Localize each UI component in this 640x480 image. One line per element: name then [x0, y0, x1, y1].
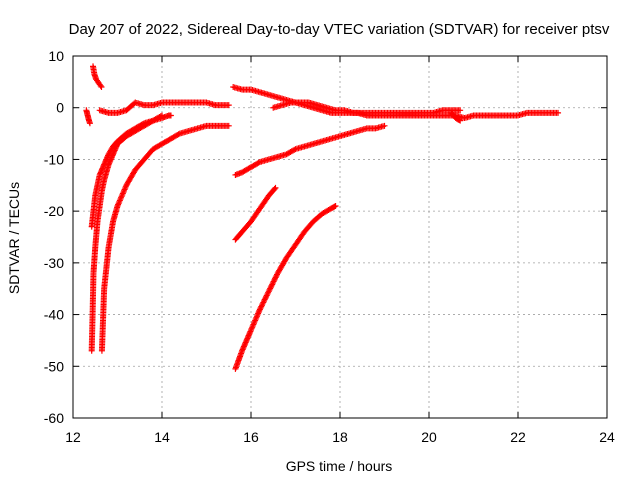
data-point	[262, 295, 269, 302]
series-arc-c	[88, 112, 174, 354]
data-point	[270, 278, 277, 285]
data-point	[257, 305, 264, 312]
data-point	[457, 107, 464, 114]
data-point	[267, 284, 274, 291]
series-arc-a	[90, 63, 105, 91]
series-arc-k	[232, 184, 279, 243]
series-arc-j	[232, 122, 388, 178]
data-point	[291, 146, 298, 153]
data-point	[457, 117, 464, 124]
x-tick-label: 16	[243, 429, 259, 445]
x-tick-label: 14	[154, 429, 170, 445]
data-point	[86, 120, 93, 127]
data-point	[271, 185, 278, 192]
data-point	[261, 298, 268, 305]
data-point	[167, 112, 174, 119]
y-tick-label: -20	[44, 203, 64, 219]
series-arc-l	[232, 202, 339, 372]
data-point	[264, 291, 271, 298]
series-arc-i	[448, 109, 464, 124]
data-point	[157, 113, 164, 120]
data-point	[268, 282, 275, 289]
data-point	[331, 203, 338, 210]
data-point	[272, 274, 279, 281]
data-point	[225, 102, 232, 109]
y-tick-label: -10	[44, 151, 64, 167]
grid	[73, 56, 607, 418]
data-point	[271, 277, 278, 284]
data-point	[259, 300, 266, 307]
series-arc-d	[88, 112, 165, 230]
data-point	[263, 293, 270, 300]
y-tick-label: 0	[56, 100, 64, 116]
series-arc-e	[96, 99, 232, 116]
x-tick-label: 24	[599, 429, 615, 445]
data-point	[263, 292, 270, 299]
data-point	[98, 84, 105, 91]
x-tick-label: 22	[510, 429, 526, 445]
x-axis-title: GPS time / hours	[286, 458, 393, 474]
data-point	[256, 306, 263, 313]
data-point	[273, 272, 280, 279]
data-point	[269, 279, 276, 286]
series-arc-b	[83, 107, 93, 127]
data-point	[258, 302, 265, 309]
data-point	[332, 202, 339, 209]
data-point	[260, 299, 267, 306]
y-tick-label: -60	[44, 410, 64, 426]
x-tick-label: 20	[421, 429, 437, 445]
axis-ticks: 12 14 16 18 20 22 24 10 0 -10 -20 -30 -40 -50 -60	[44, 48, 615, 445]
data-point	[258, 303, 265, 310]
data-points	[83, 63, 562, 372]
data-point	[261, 296, 268, 303]
data-point	[381, 122, 388, 129]
data-point	[255, 159, 262, 166]
data-point	[175, 131, 182, 138]
series-arc-f	[98, 122, 232, 354]
data-point	[271, 275, 278, 282]
y-tick-label: -30	[44, 255, 64, 271]
data-point	[159, 112, 165, 119]
data-point	[555, 109, 562, 116]
series-arc-h	[270, 99, 464, 116]
data-point	[265, 289, 272, 296]
x-tick-label: 12	[65, 429, 81, 445]
data-point	[269, 281, 276, 288]
y-tick-label: -40	[44, 307, 64, 323]
chart-title: Day 207 of 2022, Sidereal Day-to-day VTE…	[69, 21, 610, 38]
data-point	[139, 120, 146, 127]
data-point	[272, 184, 279, 191]
data-point	[266, 286, 273, 293]
y-tick-label: -50	[44, 358, 64, 374]
y-axis-title: SDTVAR / TECUs	[6, 182, 22, 294]
data-point	[267, 285, 274, 292]
y-tick-label: 10	[48, 48, 64, 64]
data-point	[97, 82, 104, 89]
x-tick-label: 18	[332, 429, 348, 445]
data-point	[225, 122, 232, 129]
data-point	[456, 116, 463, 123]
data-point	[265, 288, 272, 295]
